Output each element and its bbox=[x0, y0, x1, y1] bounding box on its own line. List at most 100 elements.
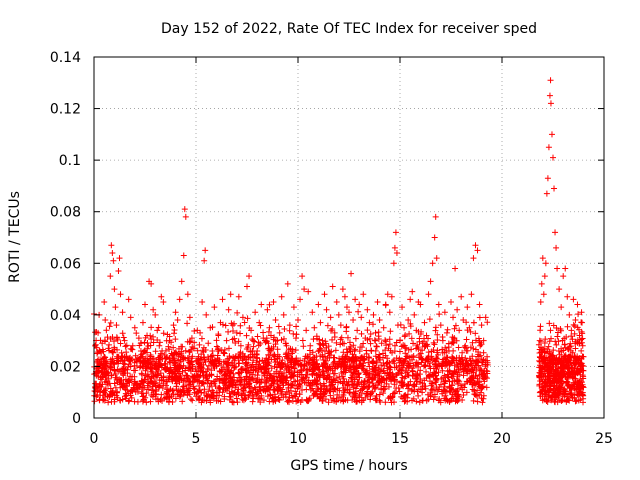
data-point bbox=[460, 317, 467, 324]
data-point bbox=[401, 324, 408, 331]
data-point bbox=[536, 337, 543, 344]
data-point bbox=[419, 340, 426, 347]
data-point bbox=[360, 291, 367, 298]
data-point bbox=[547, 100, 554, 107]
data-point bbox=[168, 350, 175, 357]
data-point bbox=[262, 363, 269, 370]
data-point bbox=[248, 327, 255, 334]
data-point bbox=[223, 337, 230, 344]
data-point bbox=[313, 353, 320, 360]
data-point bbox=[537, 298, 544, 305]
y-tick-label: 0.06 bbox=[50, 256, 81, 272]
data-point bbox=[474, 247, 481, 254]
data-point bbox=[435, 301, 442, 308]
y-tick-label: 0.1 bbox=[59, 153, 81, 169]
data-point bbox=[127, 314, 134, 321]
data-point bbox=[112, 304, 119, 311]
data-point bbox=[109, 249, 116, 256]
data-point bbox=[197, 329, 204, 336]
data-point bbox=[115, 268, 122, 275]
y-tick-label: 0.04 bbox=[50, 308, 81, 324]
data-point bbox=[190, 345, 197, 352]
y-tick-label: 0.08 bbox=[50, 205, 81, 221]
data-point bbox=[103, 366, 110, 373]
data-point bbox=[366, 319, 373, 326]
data-point bbox=[154, 327, 161, 334]
data-point bbox=[452, 265, 459, 272]
data-point bbox=[158, 293, 165, 300]
data-point bbox=[378, 340, 385, 347]
data-point bbox=[150, 306, 157, 313]
data-point bbox=[217, 319, 224, 326]
plot-frame bbox=[93, 56, 605, 419]
data-point bbox=[544, 175, 551, 182]
data-point bbox=[116, 255, 123, 262]
data-point bbox=[323, 306, 330, 313]
data-point bbox=[480, 337, 487, 344]
data-point bbox=[550, 154, 556, 161]
data-point bbox=[390, 260, 397, 267]
data-point bbox=[101, 298, 108, 305]
data-point bbox=[219, 296, 226, 303]
data-point bbox=[564, 293, 571, 300]
data-point bbox=[540, 291, 547, 298]
data-point bbox=[129, 342, 136, 349]
data-point bbox=[301, 286, 308, 293]
data-point bbox=[299, 273, 306, 280]
data-point bbox=[445, 347, 452, 354]
data-point bbox=[374, 298, 381, 305]
data-point bbox=[370, 311, 377, 318]
data-point bbox=[411, 311, 418, 318]
data-point bbox=[327, 314, 334, 321]
data-point bbox=[111, 286, 118, 293]
x-tick-label: 5 bbox=[192, 431, 201, 447]
data-point bbox=[548, 131, 555, 138]
data-point bbox=[423, 332, 430, 339]
data-point bbox=[233, 329, 240, 336]
data-point bbox=[431, 234, 438, 241]
data-point bbox=[260, 335, 267, 342]
data-point bbox=[180, 252, 187, 259]
data-point bbox=[284, 280, 291, 287]
data-point bbox=[394, 322, 401, 329]
data-point bbox=[241, 353, 248, 360]
data-point bbox=[246, 273, 253, 280]
data-point bbox=[382, 301, 389, 308]
data-point bbox=[295, 317, 301, 324]
data-point bbox=[239, 314, 246, 321]
data-point bbox=[339, 286, 346, 293]
data-point bbox=[405, 317, 412, 324]
data-point bbox=[113, 322, 120, 329]
data-point bbox=[478, 322, 485, 329]
x-axis-label: GPS time / hours bbox=[290, 458, 407, 474]
data-point bbox=[231, 355, 238, 362]
data-point bbox=[131, 324, 138, 331]
data-point bbox=[348, 270, 355, 277]
data-point bbox=[125, 296, 132, 303]
data-point bbox=[388, 293, 395, 300]
data-point bbox=[391, 244, 398, 251]
data-point bbox=[205, 340, 212, 347]
data-point bbox=[215, 332, 222, 339]
data-point bbox=[552, 229, 559, 236]
data-point bbox=[119, 309, 126, 316]
data-point bbox=[437, 322, 444, 329]
data-point bbox=[358, 314, 365, 321]
data-point bbox=[254, 347, 261, 354]
data-point bbox=[280, 311, 287, 318]
data-point bbox=[229, 322, 236, 329]
data-point bbox=[258, 301, 265, 308]
data-point bbox=[292, 335, 299, 342]
data-point bbox=[278, 293, 285, 300]
data-point bbox=[303, 327, 310, 334]
data-point bbox=[568, 327, 575, 334]
data-point bbox=[346, 309, 352, 316]
y-tick-label: 0.14 bbox=[50, 50, 81, 66]
data-point bbox=[152, 311, 159, 318]
data-point bbox=[193, 358, 199, 365]
x-tick-label: 15 bbox=[391, 431, 409, 447]
x-tick-label: 20 bbox=[493, 431, 511, 447]
data-point bbox=[380, 324, 387, 331]
data-point bbox=[98, 376, 105, 383]
